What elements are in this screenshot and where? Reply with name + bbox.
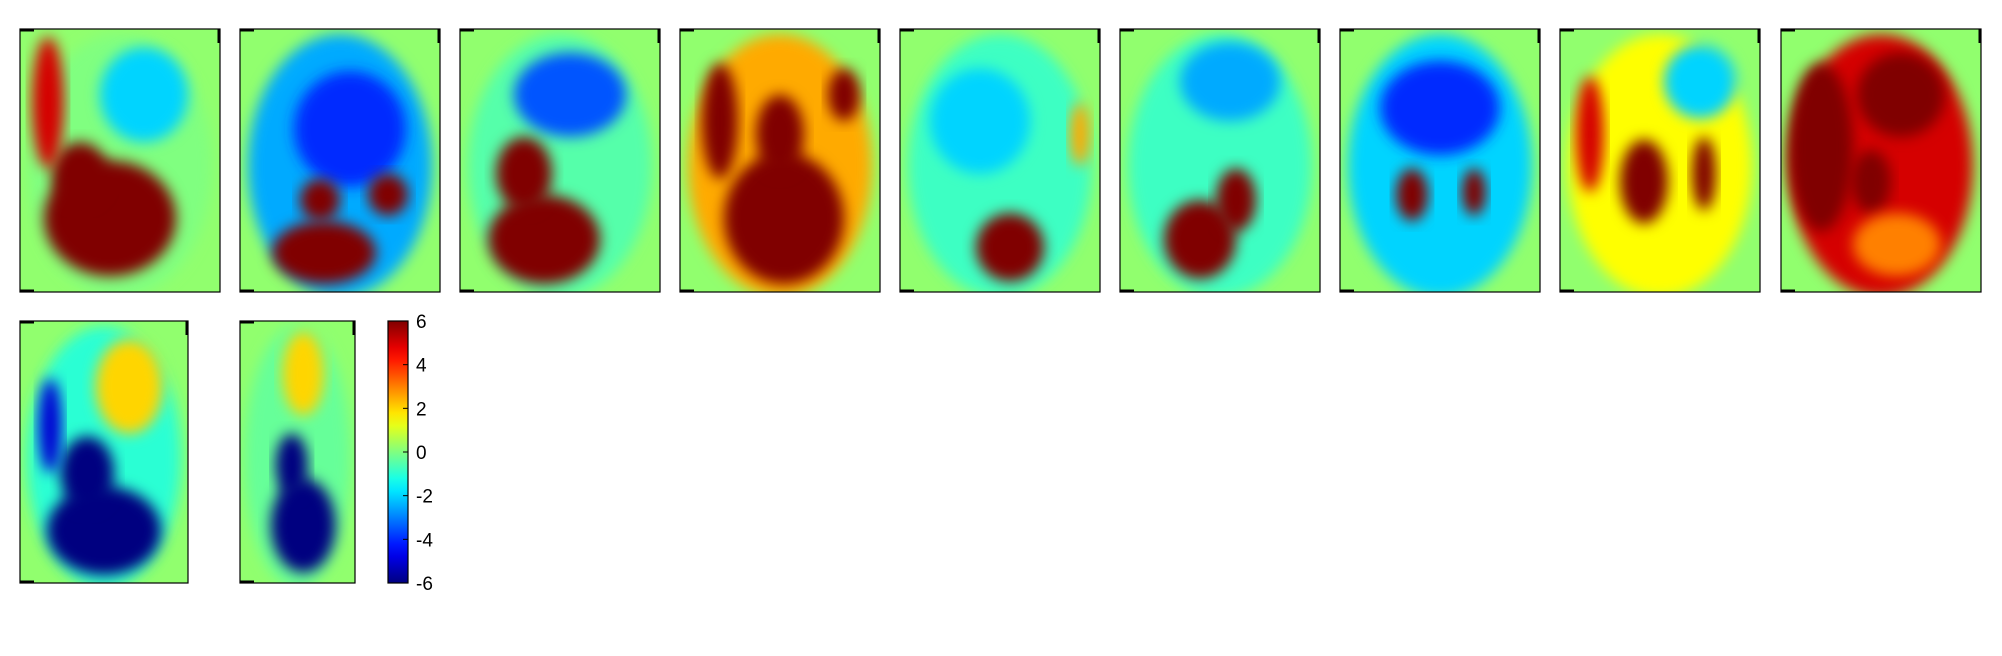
heatmap-panel-5: [899, 28, 1101, 293]
heatmap-panel-9: [1780, 28, 1982, 293]
heatmap-blob: [272, 220, 376, 285]
panel-frame: [1780, 28, 1982, 293]
heatmap-blob: [282, 331, 324, 416]
heatmap-panel-2: [239, 28, 441, 293]
heatmap-blob: [60, 436, 115, 510]
heatmap-blob: [828, 68, 860, 122]
heatmap-blob: [1692, 136, 1716, 211]
colorbar-tick-label: 0: [416, 443, 427, 464]
heatmap-blob: [275, 433, 308, 497]
heatmap-blob: [1576, 76, 1604, 193]
heatmap-blob: [294, 71, 406, 187]
colorbar-tick-label: 2: [416, 399, 427, 420]
heatmap-panel-1: [19, 28, 221, 293]
panel-frame: [19, 28, 221, 293]
heatmap-blob: [488, 194, 600, 285]
heatmap-blob: [976, 213, 1044, 282]
colorbar-tick-label: -4: [416, 530, 433, 551]
heatmap-blob: [38, 378, 63, 473]
heatmap-panel-7: [1339, 28, 1541, 293]
colorbar-tick-label: -2: [416, 487, 433, 508]
panel-frame: [19, 320, 189, 584]
heatmap-panel-10: [19, 320, 189, 584]
panel-frame: [1119, 28, 1321, 293]
panel-frame: [459, 28, 661, 293]
heatmap-blob: [1180, 42, 1280, 122]
heatmap-blob: [95, 339, 163, 434]
heatmap-blob: [32, 36, 64, 169]
heatmap-blob: [514, 52, 626, 137]
heatmap-blob: [930, 68, 1030, 174]
colorbar-tick-label: -6: [416, 574, 433, 595]
heatmap-blob: [724, 152, 844, 285]
colorbar-tick-label: 6: [416, 312, 427, 333]
panel-frame: [679, 28, 881, 293]
heatmap-panels: [19, 28, 1982, 584]
heatmap-blob: [496, 136, 552, 211]
heatmap-blob: [1164, 199, 1236, 279]
panel-frame: [899, 28, 1101, 293]
heatmap-blob: [1070, 102, 1090, 166]
heatmap-blob: [100, 47, 188, 143]
heatmap-blob: [1857, 52, 1945, 137]
colorbar-tick-label: 4: [416, 356, 427, 377]
panel-frame: [239, 320, 356, 584]
heatmap-blob: [368, 173, 408, 216]
heatmap-panel-3: [459, 28, 661, 293]
colorbar: 6 4 2 0 -2 -4 -6: [387, 312, 433, 595]
heatmap-panel-11: [239, 320, 356, 584]
heatmap-blob: [1620, 139, 1668, 224]
heatmap-blob: [1396, 168, 1428, 221]
heatmap-panel-8: [1559, 28, 1761, 293]
heatmap-blob: [1462, 168, 1486, 216]
heatmap-blob: [756, 94, 804, 174]
heatmap-blob: [1216, 168, 1256, 232]
heatmap-blob: [1664, 44, 1736, 119]
heatmap-blob: [300, 178, 340, 221]
heatmap-blob: [1851, 149, 1891, 214]
heatmap-blob: [702, 63, 738, 179]
heatmap-panel-6: [1119, 28, 1321, 293]
heatmap-blob: [1380, 60, 1500, 156]
heatmap-blob: [46, 486, 162, 576]
panel-frame: [239, 28, 441, 293]
heatmap-blob: [1853, 213, 1941, 277]
heatmap-blob: [1789, 63, 1853, 232]
heatmap-blob: [52, 142, 108, 206]
panel-frame: [1339, 28, 1541, 293]
heatmap-panel-4: [679, 28, 881, 293]
heatmap-blob: [271, 478, 336, 573]
panel-frame: [1559, 28, 1761, 293]
